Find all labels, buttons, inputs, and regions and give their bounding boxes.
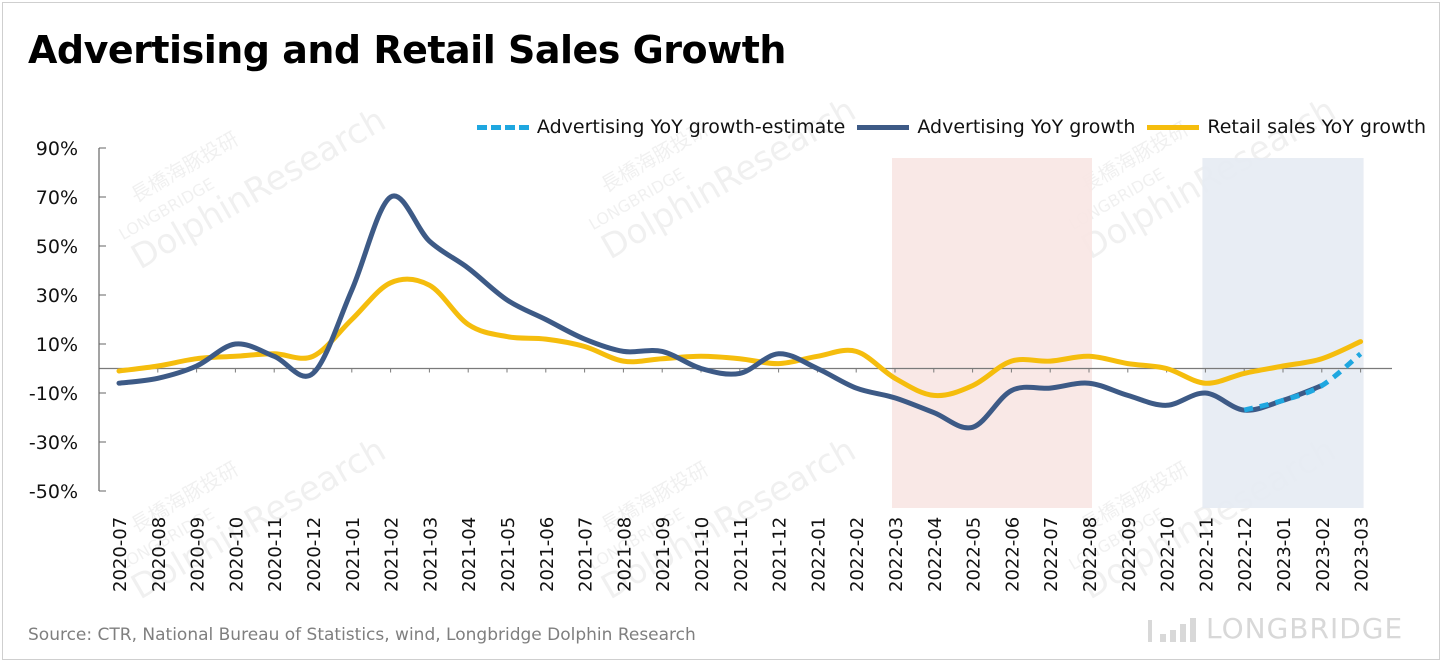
x-tick-label: 2022-08 xyxy=(1080,517,1101,592)
x-tick-label: 2022-05 xyxy=(964,517,985,592)
y-tick-label: 90% xyxy=(36,138,78,160)
x-tick-label: 2020-09 xyxy=(188,517,209,592)
legend-swatch-estimate xyxy=(476,124,529,130)
brand-bars-icon xyxy=(1148,617,1196,642)
series-line-0 xyxy=(1243,351,1363,413)
x-tick-label: 2022-11 xyxy=(1196,517,1217,592)
x-tick-label: 2022-03 xyxy=(886,517,907,592)
x-tick-label: 2020-07 xyxy=(110,517,131,592)
y-tick-label: 70% xyxy=(36,187,78,209)
x-tick-label: 2021-09 xyxy=(653,517,674,592)
y-tick-label: -50% xyxy=(29,481,78,503)
legend-item-advertising: Advertising YoY growth xyxy=(857,116,1135,138)
y-tick-label: -10% xyxy=(29,383,78,405)
shaded-ranges xyxy=(892,158,1364,508)
y-axis-group: 90% 70% 50% 30% 10% -10% -30% -50% xyxy=(29,138,106,503)
brand-name: LONGBRIDGE xyxy=(1206,612,1404,645)
series-line-2 xyxy=(116,276,1364,399)
x-tick-label: 2020-11 xyxy=(265,517,286,592)
x-tick-label: 2020-12 xyxy=(304,517,325,592)
shaded-range xyxy=(1202,158,1364,508)
legend-item-estimate: Advertising YoY growth-estimate xyxy=(476,116,846,138)
x-tick-label: 2023-01 xyxy=(1274,517,1295,592)
x-tick-label: 2021-11 xyxy=(731,517,752,592)
legend-item-retail: Retail sales YoY growth xyxy=(1147,116,1426,138)
y-tick-label: 30% xyxy=(36,285,78,307)
source-note: Source: CTR, National Bureau of Statisti… xyxy=(28,625,696,645)
legend-swatch-advertising xyxy=(857,124,910,130)
x-tick-label: 2021-05 xyxy=(498,517,519,592)
x-tick-label: 2020-08 xyxy=(149,517,170,592)
x-tick-label: 2021-06 xyxy=(537,517,558,592)
x-tick-label: 2022-01 xyxy=(808,517,829,592)
x-tick-label: 2022-10 xyxy=(1158,517,1179,592)
x-tick-label: 2022-09 xyxy=(1119,517,1140,592)
x-tick-label: 2022-12 xyxy=(1235,517,1256,592)
x-tick-label: 2022-02 xyxy=(847,517,868,592)
x-tick-label: 2021-07 xyxy=(576,517,597,592)
shaded-range xyxy=(892,158,1092,508)
y-tick-label: -30% xyxy=(29,432,78,454)
y-tick-label: 50% xyxy=(36,236,78,258)
x-tick-label: 2021-10 xyxy=(692,517,713,592)
legend-label-estimate: Advertising YoY growth-estimate xyxy=(536,116,846,138)
series-lines xyxy=(116,193,1364,431)
x-tick-label: 2022-04 xyxy=(925,517,946,592)
y-tick-label: 10% xyxy=(36,334,78,356)
chart-legend: Advertising YoY growth-estimate Advertis… xyxy=(476,116,1426,138)
legend-swatch-retail xyxy=(1147,124,1200,130)
x-tick-label: 2022-07 xyxy=(1041,517,1062,592)
x-tick-label: 2021-02 xyxy=(382,517,403,592)
x-tick-label: 2021-03 xyxy=(420,517,441,592)
x-tick-label: 2021-08 xyxy=(614,517,635,592)
legend-label-advertising: Advertising YoY growth xyxy=(917,116,1136,138)
x-tick-label: 2021-04 xyxy=(459,517,480,592)
x-tick-label: 2023-03 xyxy=(1352,517,1373,592)
chart-title: Advertising and Retail Sales Growth xyxy=(28,28,786,72)
x-tick-label: 2021-12 xyxy=(770,517,791,592)
x-tick-label: 2020-10 xyxy=(226,517,247,592)
x-tick-label: 2022-06 xyxy=(1002,517,1023,592)
x-tick-label: 2021-01 xyxy=(343,517,364,592)
brand-logo: LONGBRIDGE xyxy=(1148,612,1403,645)
x-axis-labels: 2020-07 2020-08 2020-09 2020-10 2020-11 2020-… xyxy=(110,517,1373,592)
series-line-1 xyxy=(116,193,1325,431)
legend-label-retail: Retail sales YoY growth xyxy=(1207,116,1426,138)
x-tick-label: 2023-02 xyxy=(1313,517,1334,592)
